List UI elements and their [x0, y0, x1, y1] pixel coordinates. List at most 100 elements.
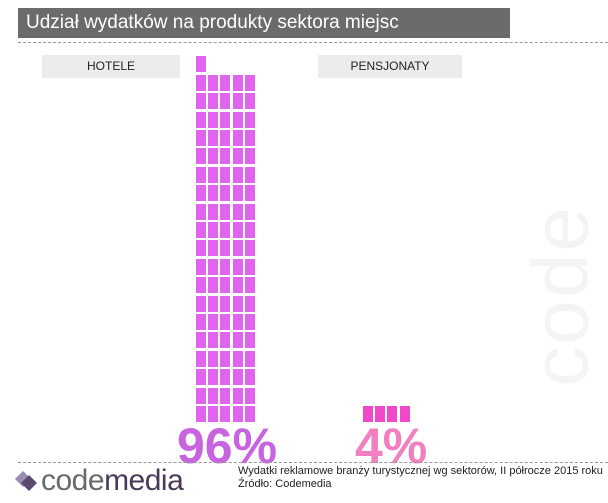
waffle-cell-hotele [244, 295, 255, 312]
value-label-hotele: 96% [177, 418, 278, 474]
waffle-cell-hotele [196, 185, 206, 202]
waffle-cell-hotele [196, 56, 206, 73]
waffle-cell-hotele [232, 332, 243, 349]
waffle-cell-hotele [208, 350, 219, 367]
waffle-cell-hotele [244, 185, 255, 202]
waffle-cell-hotele [208, 406, 219, 422]
waffle-cell-hotele [232, 74, 243, 91]
waffle-cell-hotele [220, 387, 231, 404]
waffle-cell-hotele [244, 148, 255, 165]
category-label-pensjonaty: PENSJONATY [318, 55, 462, 78]
waffle-cell-hotele [220, 369, 231, 386]
waffle-cell-hotele [220, 240, 231, 257]
waffle-cell-hotele [232, 166, 243, 183]
chart-title: Udział wydatków na produkty sektora miej… [18, 8, 510, 63]
waffle-cell-hotele [244, 74, 255, 91]
waffle-cell-hotele [220, 185, 231, 202]
waffle-cell-hotele [196, 277, 206, 294]
footer-source: Źródło: Codemedia [238, 478, 332, 490]
waffle-cell-hotele [208, 166, 219, 183]
waffle-cell-hotele [220, 332, 231, 349]
waffle-cell-hotele [232, 130, 243, 146]
watermark: code [515, 205, 605, 387]
codemedia-logo: codemedia [15, 464, 184, 498]
waffle-cell-hotele [196, 295, 206, 312]
waffle-cell-hotele [208, 295, 219, 312]
waffle-cell-hotele [232, 369, 243, 386]
waffle-cell-pensjonaty [375, 406, 386, 422]
waffle-cell-hotele [244, 258, 255, 275]
waffle-cell-hotele [244, 203, 255, 220]
waffle-cell-hotele [196, 222, 206, 238]
waffle-cell-hotele [208, 185, 219, 202]
waffle-cell-hotele [232, 111, 243, 128]
waffle-cell-hotele [208, 387, 219, 404]
waffle-cell-hotele [196, 93, 206, 110]
waffle-cell-hotele [232, 185, 243, 202]
divider-top [18, 42, 608, 43]
waffle-cell-hotele [244, 111, 255, 128]
waffle-cell-hotele [220, 314, 231, 330]
waffle-cell-hotele [244, 314, 255, 330]
waffle-cell-hotele [196, 314, 206, 330]
waffle-cell-hotele [220, 148, 231, 165]
waffle-cell-hotele [244, 332, 255, 349]
waffle-cell-hotele [244, 93, 255, 110]
waffle-cell-hotele [196, 166, 206, 183]
divider-bottom [18, 462, 608, 463]
waffle-cell-hotele [208, 277, 219, 294]
waffle-cell-hotele [220, 258, 231, 275]
waffle-cell-hotele [208, 369, 219, 386]
waffle-cell-hotele [196, 203, 206, 220]
waffle-cell-hotele [220, 350, 231, 367]
waffle-cell-hotele [232, 277, 243, 294]
waffle-cell-hotele [196, 406, 206, 422]
waffle-cell-hotele [208, 111, 219, 128]
waffle-cell-hotele [208, 332, 219, 349]
waffle-cell-hotele [244, 240, 255, 257]
waffle-cell-hotele [232, 222, 243, 238]
waffle-cell-hotele [232, 314, 243, 330]
waffle-cell-hotele [196, 387, 206, 404]
waffle-cell-hotele [208, 148, 219, 165]
waffle-cell-hotele [220, 166, 231, 183]
waffle-cell-hotele [244, 166, 255, 183]
waffle-cell-hotele [232, 240, 243, 257]
waffle-cell-hotele [220, 406, 231, 422]
waffle-cell-hotele [208, 240, 219, 257]
waffle-cell-hotele [196, 130, 206, 146]
logo-diamond-icon [15, 471, 37, 491]
waffle-cell-hotele [232, 258, 243, 275]
waffle-cell-hotele [220, 203, 231, 220]
waffle-cell-hotele [244, 277, 255, 294]
waffle-cell-hotele [244, 406, 255, 422]
waffle-cell-hotele [244, 387, 255, 404]
waffle-cell-hotele [232, 387, 243, 404]
waffle-cell-hotele [232, 93, 243, 110]
waffle-cell-hotele [232, 203, 243, 220]
waffle-cell-pensjonaty [363, 406, 373, 422]
logo-text-media: media [104, 464, 184, 497]
waffle-cell-hotele [196, 258, 206, 275]
logo-text-code: code [41, 464, 105, 497]
waffle-cell-hotele [244, 130, 255, 146]
waffle-cell-hotele [232, 406, 243, 422]
waffle-cell-hotele [220, 93, 231, 110]
waffle-cell-hotele [244, 369, 255, 386]
waffle-cell-hotele [208, 314, 219, 330]
waffle-cell-hotele [244, 350, 255, 367]
waffle-cell-hotele [196, 240, 206, 257]
waffle-cell-hotele [220, 111, 231, 128]
waffle-cell-hotele [208, 74, 219, 91]
category-label-hotele: HOTELE [42, 55, 180, 78]
waffle-cell-hotele [244, 222, 255, 238]
footer-description: Wydatki reklamowe branży turystycznej wg… [238, 465, 603, 477]
waffle-cell-hotele [208, 203, 219, 220]
waffle-cell-hotele [208, 93, 219, 110]
waffle-cell-hotele [220, 222, 231, 238]
waffle-cell-hotele [220, 295, 231, 312]
waffle-cell-hotele [208, 130, 219, 146]
waffle-cell-hotele [232, 148, 243, 165]
waffle-cell-pensjonaty [387, 406, 398, 422]
